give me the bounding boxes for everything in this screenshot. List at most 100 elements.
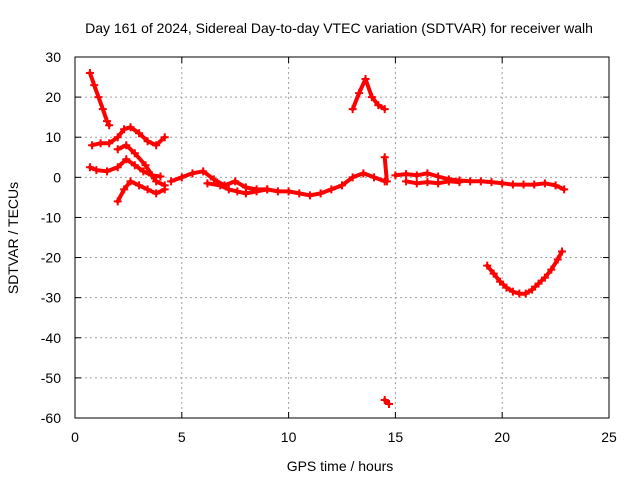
series-segment-b [88,123,169,150]
data-point-plus [88,141,97,150]
data-point-plus [263,185,272,194]
data-point-plus [412,171,421,180]
data-point-plus [402,177,411,186]
y-tick-label: 20 [45,89,61,105]
data-point-plus [455,178,464,187]
x-tick-label: 5 [178,429,186,445]
series-segment-j [380,395,393,408]
series-segment-g [203,179,272,198]
data-point-plus [199,167,208,176]
data-point-plus [113,133,122,142]
data-point-plus [502,283,511,292]
data-point-plus [361,75,370,84]
data-point-plus [423,169,432,178]
data-point-plus [105,139,114,148]
y-tick-label: -30 [41,290,61,306]
data-point-plus [160,133,169,142]
data-point-plus [85,69,94,78]
x-tick-label: 10 [281,429,297,445]
data-point-plus [92,166,101,175]
x-tick-label: 0 [71,429,79,445]
data-point-plus [130,149,139,158]
data-point-plus [90,81,99,90]
data-point-plus [167,177,176,186]
series-segment-f [167,167,389,200]
grid [75,57,609,418]
x-tick-label: 20 [494,429,510,445]
data-point-plus [122,141,131,150]
data-point-plus [160,185,169,194]
data-point-plus [139,167,148,176]
plot-frame [74,56,610,419]
data-point-plus [105,121,114,130]
x-axis-label: GPS time / hours [287,458,394,474]
data-point-plus [355,89,364,98]
axis-ticks: 0 5 10 15 20 25 -60 -50 -40 -30 -20 -10 0 10 20 30 [41,49,617,445]
data-point-plus [284,187,293,196]
data-point-plus [489,269,498,278]
y-tick-label: -60 [41,410,61,426]
data-point-plus [143,137,152,146]
data-point-plus [327,185,336,194]
data-point-plus [444,177,453,186]
series-line [115,143,167,188]
data-point-plus [508,287,517,296]
data-point-plus [496,277,505,286]
data-point-plus [295,189,304,198]
data-point-plus [143,185,152,194]
data-point-plus [547,265,556,274]
data-point-plus [434,179,443,188]
data-point-plus [316,189,325,198]
data-point-plus [348,173,357,182]
data-point-plus [483,261,492,270]
data-point-plus [126,177,135,186]
data-point-plus [521,289,530,298]
series-segment-m [483,247,567,298]
data-point-plus [216,181,225,190]
data-point-plus [528,285,537,294]
data-point-plus [96,139,105,148]
series-segment-a [85,69,114,130]
data-point-plus [98,105,107,114]
y-tick-label: 10 [45,129,61,145]
data-point-plus [233,187,242,196]
data-point-plus [141,161,150,170]
y-axis-label: SDTVAR / TECUs [5,182,21,294]
data-point-plus [534,279,543,288]
series-segment-e [113,177,169,206]
y-tick-label: -50 [41,370,61,386]
x-tick-label: 15 [388,429,404,445]
data-point-plus [152,177,161,186]
data-point-plus [508,180,517,189]
data-point-plus [113,145,122,154]
data-point-plus [519,180,528,189]
data-points [85,69,569,408]
data-point-plus [224,185,233,194]
data-point-plus [113,197,122,206]
data-point-plus [188,169,197,178]
series-segment-l [402,177,464,188]
series-segment-i [380,153,391,186]
data-point-plus [402,170,411,179]
y-tick-label: 30 [45,49,61,65]
data-point-plus [135,181,144,190]
series-segment-d [113,141,169,190]
data-point-plus [122,155,131,164]
data-point-plus [94,93,103,102]
data-point-plus [382,177,391,186]
data-point-plus [209,175,218,184]
y-tick-label: -10 [41,209,61,225]
data-point-plus [135,129,144,138]
data-point-plus [120,185,129,194]
data-point-plus [487,178,496,187]
data-point-plus [391,171,400,180]
data-point-plus [103,167,112,176]
data-point-plus [551,181,560,190]
data-point-plus [273,187,282,196]
data-point-plus [412,179,421,188]
data-point-plus [359,169,368,178]
data-point-plus [177,173,186,182]
data-point-plus [423,178,432,187]
data-point-plus [126,123,135,132]
data-point-plus [338,181,346,190]
